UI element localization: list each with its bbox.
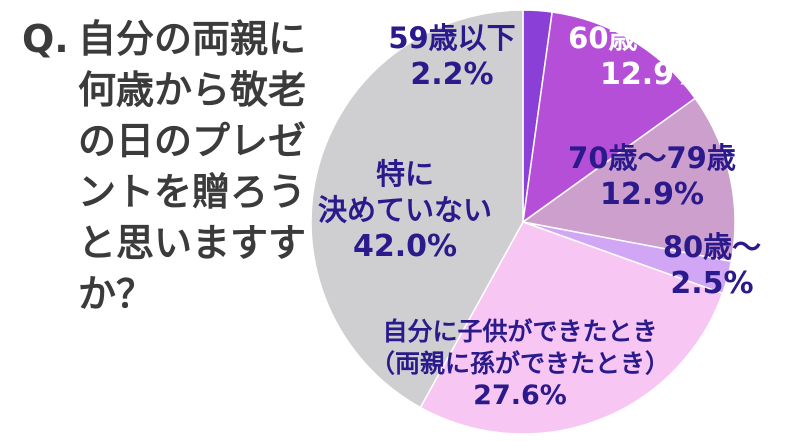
slice-label-70-79: 70歳〜79歳 12.9% <box>568 141 736 212</box>
slice-value: 2.2% <box>410 57 493 92</box>
slice-category: 自分に子供ができたとき <box>382 317 657 346</box>
slice-category: 特に <box>376 157 434 191</box>
slice-category: 70歳〜79歳 <box>568 141 736 175</box>
slice-label-when-grandchild-born: 自分に子供ができたとき （両親に孫ができたとき） 27.6% <box>370 317 670 411</box>
slice-label-not-decided: 特に決めていない 42.0% <box>318 157 492 264</box>
slice-value: 2.5% <box>670 266 753 301</box>
slice-category: 決めていない <box>318 193 492 227</box>
slice-category: 80歳〜 <box>663 230 761 264</box>
slice-category: 60歳〜69歳 <box>568 21 736 55</box>
question-text: Q. 自分の両親に 何歳から敬老 の日のプレゼ ントを贈ろう と思いますす か？ <box>22 14 312 320</box>
slice-label-60-69: 60歳〜69歳 12.9% <box>568 21 736 92</box>
pie-slice-60-69 <box>522 11 697 224</box>
pie-labels: 59歳以下 2.2%60歳〜69歳 12.9%70歳〜79歳 12.9%80歳〜 2.5… <box>318 21 761 411</box>
slice-value: 12.9% <box>600 57 704 92</box>
pie-slice-not-decided <box>310 9 524 409</box>
pie-slices <box>310 9 736 435</box>
slice-value: 42.0% <box>353 229 457 264</box>
question-prefix: Q. <box>22 17 69 61</box>
slice-value: 12.9% <box>600 177 704 212</box>
question-line: の日のプレゼ <box>78 119 307 163</box>
question-line: ントを贈ろう <box>78 170 307 214</box>
question-line: か？ <box>78 272 155 316</box>
slice-category: （両親に孫ができたとき） <box>370 349 670 378</box>
question-line: Q. 自分の両親に <box>22 14 312 65</box>
pie-slice-70-79 <box>521 97 736 263</box>
question-line: 何歳から敬老 <box>78 68 307 112</box>
slice-label-80-plus: 80歳〜 2.5% <box>663 230 761 301</box>
slice-label-59-and-under: 59歳以下 2.2% <box>388 21 515 92</box>
question-line: と思いますす <box>78 221 307 265</box>
slice-value: 27.6% <box>473 380 567 411</box>
slice-category: 59歳以下 <box>388 21 515 55</box>
question-line-text: 自分の両親に <box>78 17 307 61</box>
pie-slice-when-grandchild-born <box>419 221 724 435</box>
